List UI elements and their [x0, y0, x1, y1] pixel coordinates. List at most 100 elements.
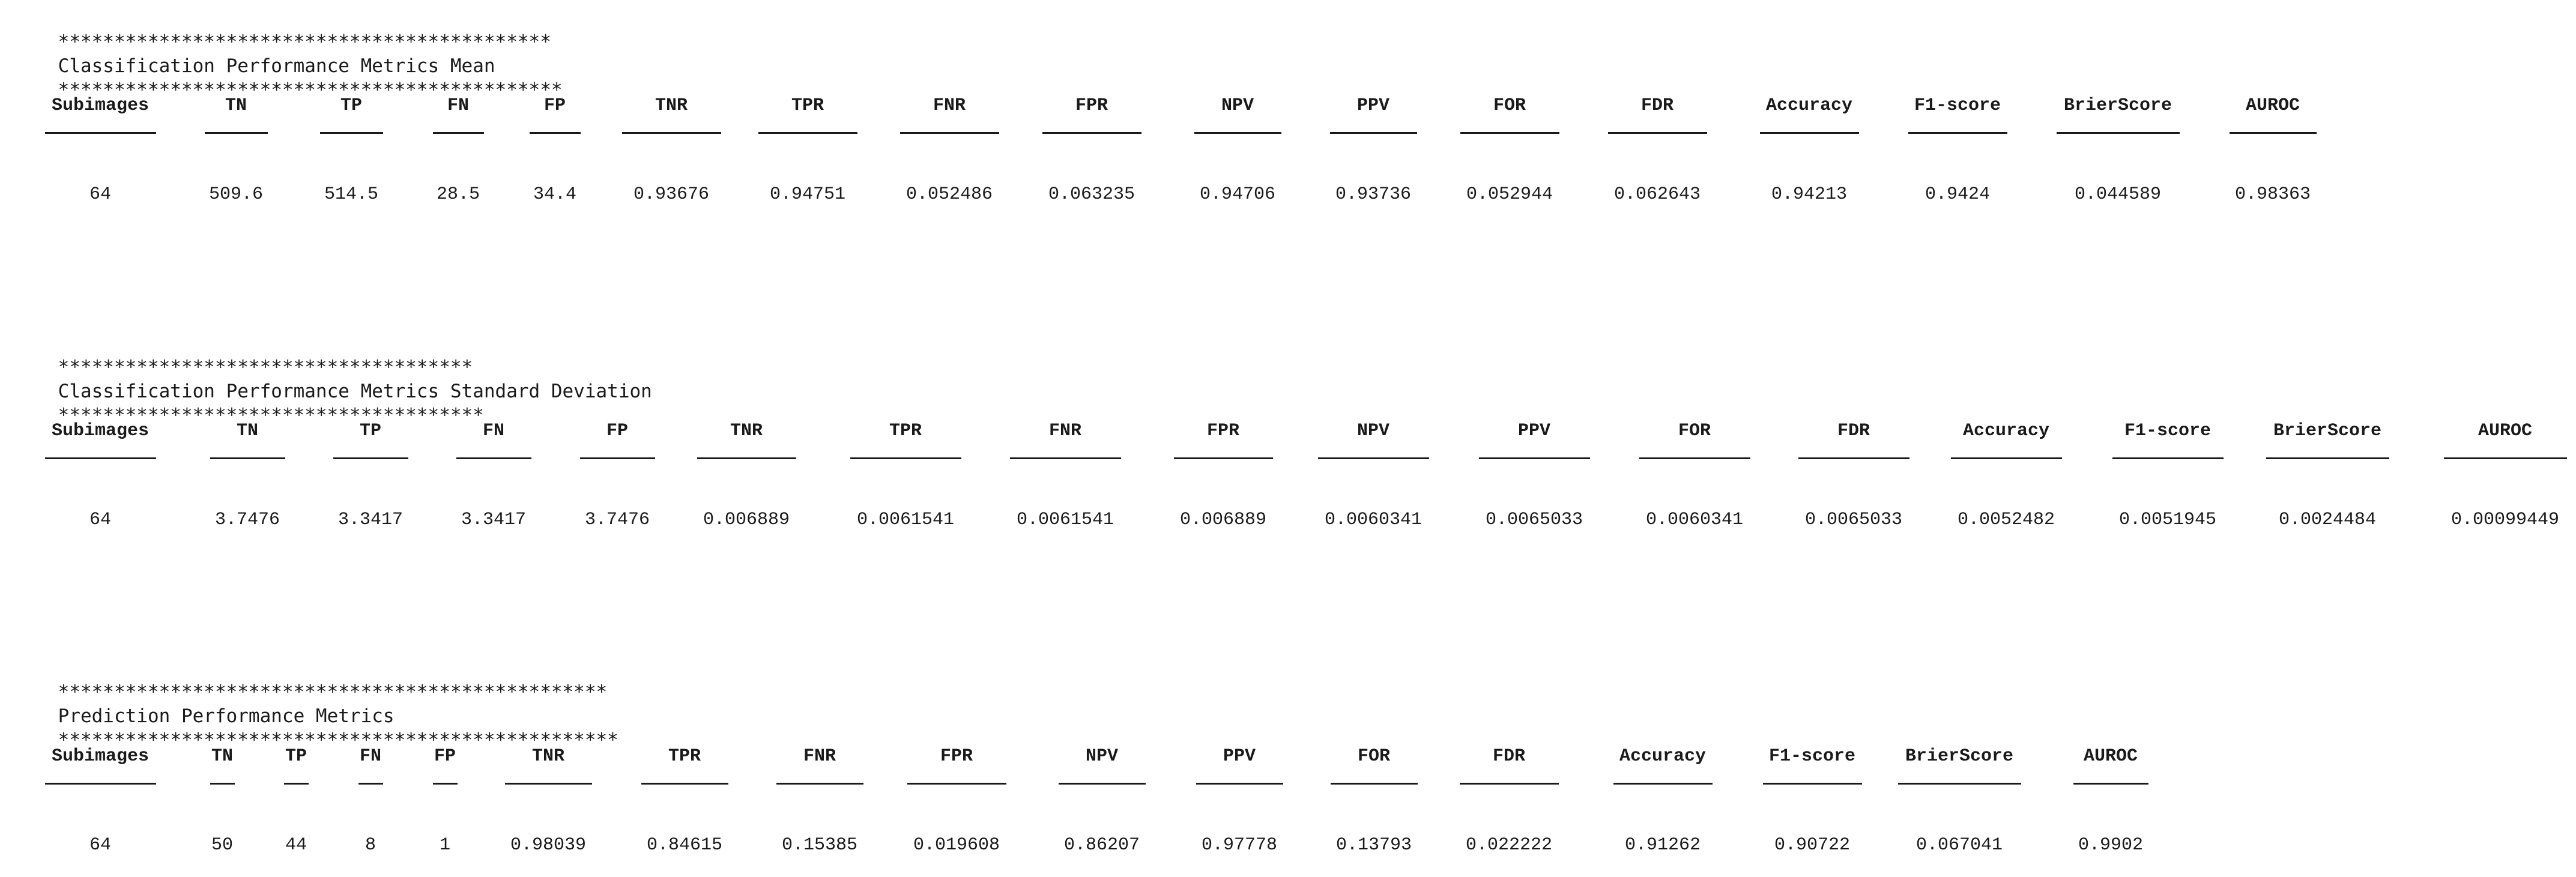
metric-value: 64: [89, 184, 111, 205]
column-header-label: FP: [434, 746, 456, 767]
column-header: F1-score: [1762, 744, 1862, 785]
header-underline: [1798, 457, 1909, 459]
header-underline: [621, 132, 721, 134]
column-header: FP: [529, 94, 581, 134]
column-header-label: F1-score: [2124, 421, 2212, 441]
column-header: FOR: [1460, 94, 1559, 134]
column-header-label: TN: [236, 421, 258, 441]
metric-value: 0.94751: [769, 184, 846, 205]
metric-value: 0.84615: [646, 835, 723, 855]
column-header: BrierScore: [2056, 94, 2180, 134]
column-header-label: PPV: [1356, 95, 1389, 116]
column-header-label: Accuracy: [1962, 421, 2050, 441]
metric-value: 0.0024484: [2278, 510, 2377, 530]
metric-value: 50: [211, 835, 233, 855]
column-header: FPR: [1173, 419, 1273, 459]
header-underline: [210, 457, 285, 459]
column-header-label: FN: [359, 746, 381, 767]
column-header-label: TPR: [668, 746, 701, 767]
column-header-label: Subimages: [51, 746, 150, 767]
header-underline: [1762, 783, 1862, 785]
header-underline: [907, 783, 1006, 785]
banner-stars-left: *************************************: [58, 357, 473, 378]
column-header: TNR: [697, 419, 796, 459]
column-header-label: FDR: [1640, 95, 1673, 116]
header-underline: [850, 457, 961, 459]
metric-value: 0.9902: [2078, 835, 2144, 855]
column-header-label: TNR: [655, 95, 688, 116]
metric-value: 0.062643: [1613, 184, 1701, 205]
column-header: FPR: [1042, 94, 1141, 134]
column-header: NPV: [1317, 419, 1429, 459]
banner-stars-left: ****************************************…: [58, 31, 551, 53]
column-header-label: FDR: [1837, 421, 1870, 441]
column-header: FOR: [1639, 419, 1750, 459]
metric-value: 0.90722: [1774, 835, 1851, 855]
column-header: TP: [283, 744, 309, 785]
header-underline: [1329, 132, 1417, 134]
column-header-label: TN: [211, 746, 233, 767]
metric-value: 3.7476: [584, 510, 650, 530]
header-underline: [2112, 457, 2224, 459]
column-header-label: TPR: [791, 95, 824, 116]
header-underline: [697, 457, 796, 459]
column-header: AUROC: [2229, 94, 2317, 134]
header-underline: [758, 132, 857, 134]
header-underline: [1478, 457, 1590, 459]
metric-value: 64: [89, 835, 111, 855]
header-underline: [1317, 457, 1429, 459]
column-header-label: FOR: [1678, 421, 1711, 441]
column-header: NPV: [1194, 94, 1281, 134]
header-underline: [776, 783, 863, 785]
header-underline: [432, 132, 484, 134]
column-header-label: FDR: [1492, 746, 1525, 767]
header-underline: [1459, 783, 1559, 785]
column-header: FN: [432, 94, 484, 134]
header-underline: [1196, 783, 1283, 785]
metric-value: 0.91262: [1624, 835, 1701, 855]
column-header: TP: [333, 419, 408, 459]
column-header: TN: [204, 94, 268, 134]
column-header-label: FPR: [1206, 421, 1239, 441]
metric-value: 0.94213: [1771, 184, 1848, 205]
header-underline: [210, 783, 235, 785]
metric-value: 0.15385: [781, 835, 858, 855]
column-header-label: FN: [447, 95, 469, 116]
metric-value: 0.86207: [1063, 835, 1140, 855]
metric-value: 0.93676: [633, 184, 710, 205]
column-header-label: FPR: [1075, 95, 1108, 116]
column-header: TNR: [621, 94, 721, 134]
column-header: Accuracy: [1613, 744, 1713, 785]
column-header: TNR: [504, 744, 592, 785]
column-header-label: FNR: [803, 746, 836, 767]
metric-value: 0.006889: [703, 510, 790, 530]
column-header-label: TNR: [531, 746, 564, 767]
header-underline: [579, 457, 655, 459]
header-underline: [44, 457, 156, 459]
column-header: Subimages: [44, 419, 156, 459]
metric-value: 0.0061541: [1016, 510, 1114, 530]
header-underline: [2229, 132, 2317, 134]
section-banner: ****************************************…: [13, 656, 618, 776]
column-header: FNR: [776, 744, 863, 785]
header-underline: [1042, 132, 1141, 134]
metric-value: 3.3417: [461, 510, 527, 530]
column-header-label: Accuracy: [1765, 95, 1853, 116]
column-header-label: FPR: [940, 746, 973, 767]
column-header-label: F1-score: [1768, 746, 1856, 767]
column-header-label: F1-score: [1914, 95, 2001, 116]
column-header: TPR: [641, 744, 728, 785]
column-header-label: FNR: [1048, 421, 1081, 441]
header-underline: [2073, 783, 2148, 785]
column-header-label: FP: [543, 95, 566, 116]
header-underline: [504, 783, 592, 785]
banner-stars-left: ****************************************…: [58, 681, 608, 703]
column-header: PPV: [1329, 94, 1417, 134]
column-header: FDR: [1459, 744, 1559, 785]
metric-value: 0.98039: [510, 835, 587, 855]
header-underline: [1194, 132, 1281, 134]
column-header-label: NPV: [1085, 746, 1118, 767]
metric-value: 0.9424: [1924, 184, 1991, 205]
column-header-label: BrierScore: [2063, 95, 2172, 116]
column-header-label: Subimages: [51, 95, 150, 116]
